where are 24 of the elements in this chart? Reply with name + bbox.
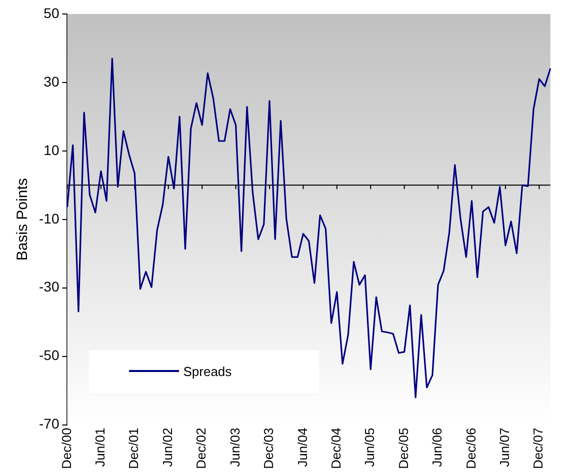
y-tick-label: -70: [39, 416, 60, 432]
x-tick-label: Dec/00: [58, 428, 74, 470]
y-tick-label: -50: [39, 347, 60, 364]
x-tick-label: Jun/03: [227, 428, 242, 467]
x-tick-label: Jun/02: [160, 428, 175, 467]
legend-label: Spreads: [183, 364, 232, 379]
x-tick-label: Jun/05: [362, 428, 378, 467]
x-tick-label: Dec/04: [328, 428, 344, 470]
y-tick-label: -30: [39, 278, 60, 295]
x-tick-label: Dec/06: [463, 428, 478, 470]
x-tick-label: Jun/01: [92, 428, 108, 467]
x-tick-label: Dec/07: [530, 428, 546, 470]
y-tick-label: 50: [44, 4, 60, 21]
x-tick-label: Dec/01: [126, 428, 142, 470]
y-tick-label: -10: [39, 210, 60, 226]
x-tick-label: Jun/06: [430, 428, 445, 467]
x-tick-label: Jun/04: [294, 428, 310, 467]
x-tick-label: Dec/03: [261, 428, 276, 470]
x-tick-label: Dec/05: [396, 428, 411, 470]
x-tick-label: Jun/07: [497, 428, 512, 467]
y-tick-label: 30: [44, 73, 60, 90]
y-axis-title: Basis Points: [14, 178, 32, 261]
y-tick-label: 10: [44, 142, 60, 158]
x-tick-label: Dec/02: [194, 428, 209, 470]
